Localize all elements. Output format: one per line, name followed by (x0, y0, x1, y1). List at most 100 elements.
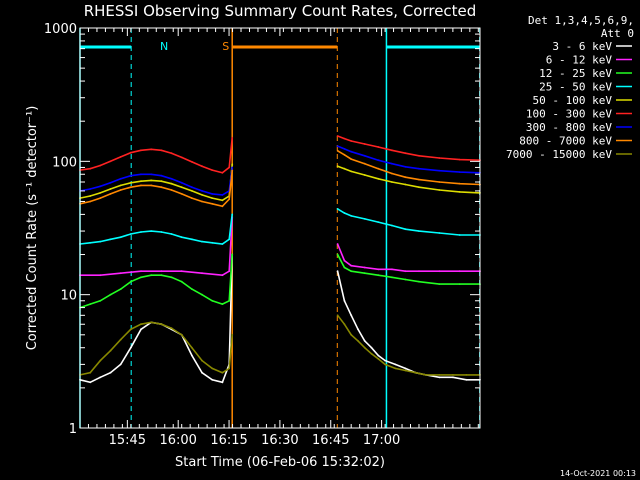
data-point-6-0-3 (109, 181, 112, 184)
data-point-4-1-9 (458, 191, 461, 193)
data-point-3-0-9 (170, 233, 173, 235)
legend-label-7: 800 - 7000 keV (519, 135, 612, 148)
data-point-8-0-8 (160, 323, 163, 326)
x-tick-label-4: 16:45 (312, 433, 349, 448)
data-point-8-1-11 (424, 374, 427, 376)
data-point-5-1-7 (418, 154, 420, 157)
data-point-8-0-11 (191, 346, 193, 349)
legend-header-0: Det 1,3,4,5,6,9, (528, 14, 634, 27)
data-point-7-0-7 (150, 184, 153, 187)
series-layer (79, 135, 481, 384)
data-point-7-0-16 (231, 169, 234, 172)
data-point-6-0-10 (180, 181, 183, 184)
data-point-4-1-0 (336, 165, 339, 168)
data-point-6-0-11 (191, 186, 193, 189)
data-point-4-1-1 (343, 167, 346, 170)
data-point-3-1-8 (438, 232, 441, 234)
data-point-7-0-6 (140, 184, 142, 187)
data-point-0-0-6 (140, 328, 142, 331)
data-point-8-0-15 (228, 367, 231, 370)
data-point-6-0-12 (201, 190, 203, 192)
data-point-2-1-4 (377, 274, 380, 277)
data-point-0-0-12 (201, 371, 203, 374)
data-point-4-0-3 (109, 188, 112, 190)
data-point-6-1-2 (350, 150, 353, 153)
data-point-0-0-14 (221, 381, 224, 384)
data-point-0-0-1 (89, 381, 92, 384)
data-point-7-1-3 (363, 162, 366, 165)
data-point-8-1-7 (384, 363, 386, 366)
data-point-8-0-14 (221, 371, 224, 374)
data-point-1-1-1 (343, 259, 346, 262)
data-point-8-1-12 (438, 374, 441, 376)
data-point-5-1-4 (377, 146, 380, 148)
data-point-4-0-7 (150, 179, 153, 182)
data-point-4-1-8 (438, 189, 441, 191)
data-point-8-1-3 (357, 340, 359, 342)
data-point-4-0-2 (99, 192, 102, 194)
data-point-1-1-3 (363, 266, 366, 269)
series-line-8-seg-1 (336, 314, 480, 376)
x-axis-label: Start Time (06-Feb-06 15:32:02) (175, 455, 385, 470)
data-point-8-0-4 (119, 338, 122, 341)
data-point-0-1-0 (336, 270, 339, 273)
data-point-7-1-5 (391, 172, 393, 175)
data-point-4-1-2 (350, 170, 353, 173)
data-point-4-1-7 (418, 186, 420, 189)
data-point-3-1-6 (404, 228, 407, 231)
data-point-6-0-8 (160, 174, 163, 177)
data-point-8-1-9 (404, 369, 407, 372)
data-point-7-1-8 (438, 181, 441, 183)
data-point-3-0-14 (221, 243, 224, 245)
data-point-3-0-12 (201, 240, 203, 243)
data-point-0-1-1 (343, 299, 346, 302)
data-point-0-0-2 (99, 376, 102, 379)
data-point-3-0-8 (160, 231, 163, 233)
data-point-8-1-14 (465, 374, 468, 376)
data-point-2-1-3 (363, 272, 366, 275)
data-point-8-0-2 (99, 359, 102, 362)
data-point-6-0-2 (99, 185, 102, 188)
data-point-1-0-1 (99, 274, 102, 277)
chart-title: RHESSI Observing Summary Count Rates, Co… (84, 2, 477, 20)
data-point-5-0-10 (180, 156, 183, 159)
data-point-4-0-10 (180, 186, 183, 189)
data-point-6-1-0 (336, 145, 339, 148)
data-point-5-1-5 (391, 149, 393, 152)
data-point-8-0-12 (201, 359, 203, 362)
data-point-1-1-2 (350, 264, 353, 267)
data-point-8-0-3 (109, 349, 112, 352)
data-point-2-0-9 (170, 276, 173, 279)
data-point-1-0-6 (201, 272, 203, 275)
data-point-4-1-3 (363, 174, 366, 176)
data-point-3-1-2 (350, 215, 353, 217)
data-point-5-0-7 (150, 148, 153, 151)
data-point-8-0-10 (180, 333, 183, 336)
data-point-4-0-1 (89, 195, 92, 197)
legend-label-2: 12 - 25 keV (539, 67, 612, 80)
data-point-7-0-4 (119, 189, 122, 191)
y-tick-label-1: 10 (60, 289, 77, 304)
data-point-2-0-3 (109, 293, 112, 296)
data-point-6-1-9 (458, 171, 461, 174)
data-point-6-0-4 (119, 177, 122, 180)
legend-label-5: 100 - 300 keV (526, 108, 612, 121)
data-point-3-0-4 (119, 236, 122, 239)
data-point-2-0-4 (119, 288, 122, 290)
data-point-7-1-2 (350, 158, 353, 161)
data-point-0-1-9 (404, 367, 407, 370)
data-point-7-1-0 (336, 149, 339, 152)
data-point-5-1-6 (404, 152, 407, 155)
data-point-2-1-0 (336, 253, 339, 256)
data-point-8-0-5 (129, 328, 132, 331)
data-point-8-0-16 (231, 333, 234, 336)
data-point-1-1-9 (458, 270, 461, 273)
data-point-3-0-5 (129, 233, 132, 235)
y-tick-label-2: 100 (52, 155, 77, 170)
data-point-4-1-6 (404, 183, 407, 186)
data-point-4-1-4 (377, 177, 380, 180)
data-point-3-0-16 (231, 213, 234, 216)
data-point-6-0-13 (211, 193, 214, 195)
data-point-7-1-4 (377, 167, 380, 170)
data-point-7-1-9 (458, 182, 461, 185)
